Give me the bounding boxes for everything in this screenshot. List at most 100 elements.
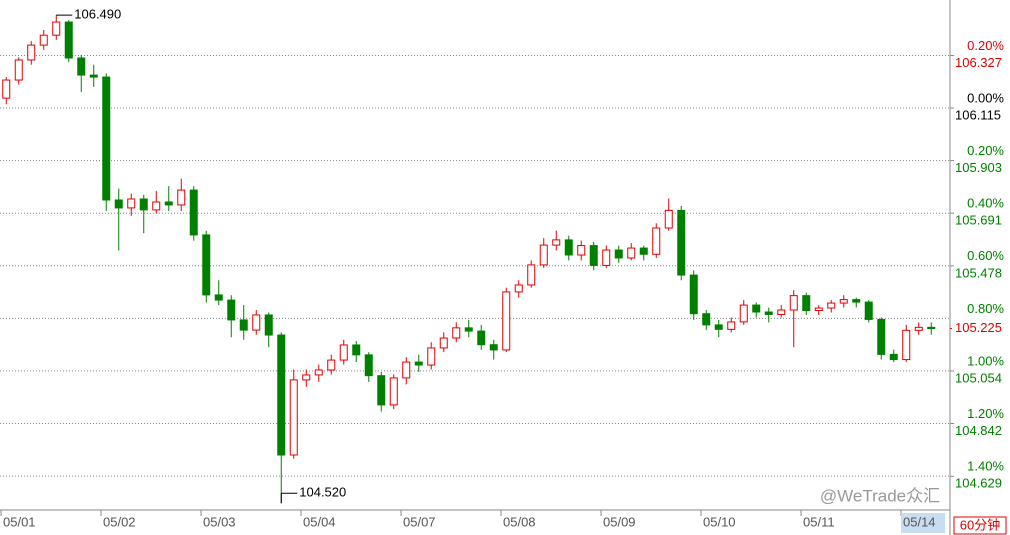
candle-body <box>189 189 198 236</box>
candle-body <box>252 314 261 331</box>
candle-body <box>89 74 98 78</box>
candle-body <box>314 369 323 376</box>
interval-box <box>953 516 1007 535</box>
candle-body <box>127 198 136 209</box>
x-tick-label: 05/08 <box>503 514 536 529</box>
y2-tick-label: 0.60% <box>967 248 1004 263</box>
x-tick-label: 05/14 <box>903 514 936 529</box>
last-price-box <box>952 319 1008 338</box>
candle-body <box>177 189 186 206</box>
candle-body <box>389 377 398 406</box>
candle-body <box>577 245 586 256</box>
x-tick-label: 05/03 <box>203 514 236 529</box>
candle-body <box>2 79 11 99</box>
candle-body <box>827 302 836 309</box>
candle-body <box>102 76 111 201</box>
interval-label: 60分钟 <box>960 517 1000 532</box>
candle-body <box>839 299 848 304</box>
candle-body <box>502 291 511 351</box>
candle-body <box>564 239 573 256</box>
y2-tick-label: 0.00% <box>967 90 1004 105</box>
candle-body <box>352 344 361 356</box>
x-tick-label: 05/04 <box>303 514 336 529</box>
x-tick-label: 05/01 <box>3 514 36 529</box>
candle-body <box>414 361 423 366</box>
candle-body <box>364 354 373 377</box>
candle-body <box>452 327 461 339</box>
candle-body <box>152 201 161 211</box>
x-highlight <box>901 513 945 533</box>
candle-body <box>589 245 598 266</box>
candle-body <box>652 227 661 255</box>
last-price-label: 105.225 <box>955 320 1002 335</box>
x-tick-label: 05/10 <box>703 514 736 529</box>
watermark: @WeTrade众汇 <box>820 486 940 505</box>
x-tick-label: 05/07 <box>403 514 436 529</box>
candle-body <box>289 379 298 456</box>
candle-body <box>227 299 236 321</box>
candle-body <box>627 247 636 259</box>
y-tick-label: 105.054 <box>955 370 1002 385</box>
candle-body <box>552 239 561 246</box>
candle-body <box>514 284 523 293</box>
y-tick-label: 106.327 <box>955 55 1002 70</box>
candle-body <box>327 359 336 371</box>
candle-body <box>52 21 61 36</box>
candle-body <box>527 264 536 286</box>
candle-body <box>164 201 173 206</box>
y-tick-label: 105.903 <box>955 160 1002 175</box>
candle-body <box>927 326 936 330</box>
candle-body <box>489 344 498 351</box>
x-tick-label: 05/09 <box>603 514 636 529</box>
candle-body <box>789 295 798 311</box>
candle-body <box>689 274 698 315</box>
candle-body <box>77 57 86 76</box>
candle-body <box>114 199 123 209</box>
candle-body <box>639 247 648 255</box>
candle-body <box>889 353 898 361</box>
candle-body <box>902 329 911 361</box>
candle-body <box>302 374 311 381</box>
candle-body <box>139 198 148 211</box>
candle-body <box>202 234 211 296</box>
candle-body <box>27 44 36 61</box>
candle-body <box>777 309 786 315</box>
candle-body <box>402 361 411 379</box>
candle-body <box>439 337 448 349</box>
y-tick-label: 104.629 <box>955 476 1002 491</box>
candle-body <box>377 375 386 406</box>
min-label: 104.520 <box>299 485 346 500</box>
candle-body <box>614 249 623 259</box>
candle-body <box>277 334 286 456</box>
candle-body <box>864 301 873 320</box>
candle-body <box>702 313 711 326</box>
candle-body <box>214 294 223 301</box>
y-tick-label: 106.115 <box>955 107 1001 122</box>
candle-body <box>14 59 23 81</box>
candle-body <box>814 307 823 312</box>
y2-tick-label: 0.80% <box>967 301 1004 316</box>
x-tick-label: 05/11 <box>803 514 835 529</box>
candle-body <box>39 34 48 46</box>
y2-tick-label: 1.40% <box>967 459 1004 474</box>
candle-body <box>727 321 736 330</box>
y2-tick-label: 0.40% <box>967 196 1004 211</box>
candle-body <box>739 304 748 323</box>
y-tick-label: 105.478 <box>955 265 1002 280</box>
candle-body <box>602 249 611 266</box>
candle-body <box>539 244 548 266</box>
candle-body <box>764 311 773 315</box>
y2-tick-label: 0.20% <box>967 38 1004 53</box>
y2-tick-label: 0.20% <box>967 143 1004 158</box>
y2-tick-label: 1.20% <box>967 406 1004 421</box>
candle-body <box>852 299 861 303</box>
candle-body <box>914 326 923 331</box>
candle-body <box>239 319 248 331</box>
candle-body <box>877 318 886 355</box>
y-tick-label: 105.691 <box>955 213 1002 228</box>
candle-body <box>427 347 436 366</box>
x-tick-label: 05/02 <box>103 514 136 529</box>
candle-body <box>264 314 273 336</box>
